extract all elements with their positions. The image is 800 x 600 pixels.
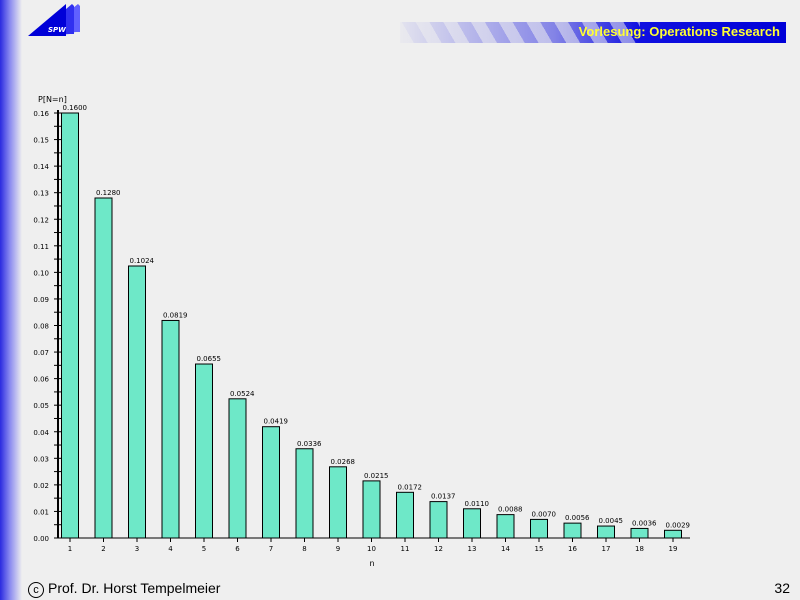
bar-value-label: 0.0045 <box>599 517 624 525</box>
bar-value-label: 0.0056 <box>565 514 590 522</box>
x-axis-label: n <box>369 559 374 568</box>
y-tick-label: 0.14 <box>33 163 49 171</box>
y-tick-label: 0.16 <box>33 110 49 118</box>
bar <box>61 112 79 539</box>
bar <box>463 508 481 539</box>
bar-value-label: 0.1600 <box>63 104 88 112</box>
bar-value-label: 0.0137 <box>431 493 456 501</box>
bar-value-label: 0.0029 <box>666 521 691 529</box>
x-tick-label: 15 <box>535 545 544 553</box>
bar-value-label: 0.0819 <box>163 311 188 319</box>
bar <box>228 398 247 539</box>
bar <box>630 527 649 539</box>
y-tick-label: 0.03 <box>33 455 49 463</box>
left-gradient-stripe <box>0 0 22 600</box>
bar <box>128 265 146 539</box>
x-tick-label: 14 <box>501 545 510 553</box>
bar-value-label: 0.0419 <box>264 418 289 426</box>
bar <box>295 448 314 539</box>
bar-value-label: 0.0070 <box>532 510 557 518</box>
y-tick-label: 0.04 <box>33 429 49 437</box>
y-tick-label: 0.07 <box>33 349 49 357</box>
x-tick-label: 9 <box>336 545 340 553</box>
page-number: 32 <box>774 580 790 596</box>
lecture-title: Vorlesung: Operations Research <box>578 24 780 39</box>
x-tick-label: 13 <box>468 545 477 553</box>
bar <box>262 426 280 539</box>
y-tick-label: 0.13 <box>33 190 49 198</box>
x-tick-label: 1 <box>68 545 72 553</box>
bar-value-label: 0.0110 <box>465 500 490 508</box>
x-tick-label: 12 <box>434 545 443 553</box>
spw-logo: SPW <box>28 4 80 36</box>
bar <box>362 480 381 539</box>
x-tick-label: 6 <box>235 545 240 553</box>
x-tick-label: 16 <box>568 545 577 553</box>
y-tick-label: 0.02 <box>33 482 49 490</box>
x-tick-label: 7 <box>269 545 273 553</box>
bar <box>429 501 448 539</box>
y-tick-label: 0.05 <box>33 402 49 410</box>
bar <box>597 525 615 539</box>
x-tick-label: 10 <box>367 545 376 553</box>
bar <box>94 197 113 539</box>
x-tick-label: 4 <box>168 545 173 553</box>
bar <box>161 319 180 539</box>
bar-value-label: 0.0036 <box>632 519 657 527</box>
bar-value-label: 0.0172 <box>398 483 423 491</box>
y-tick-label: 0.11 <box>33 243 49 251</box>
bar-value-label: 0.0655 <box>197 355 222 363</box>
y-tick-label: 0.01 <box>33 508 49 516</box>
x-tick-label: 11 <box>401 545 410 553</box>
footer-author: c Prof. Dr. Horst Tempelmeier <box>28 580 220 598</box>
x-tick-label: 17 <box>602 545 611 553</box>
y-axis-label: P[N=n] <box>38 95 67 104</box>
y-tick-label: 0.15 <box>33 137 49 145</box>
bar-value-label: 0.1024 <box>130 257 155 265</box>
bar-value-label: 0.0524 <box>230 390 255 398</box>
x-tick-label: 18 <box>635 545 644 553</box>
bar-value-label: 0.0088 <box>498 506 523 514</box>
bar <box>496 514 515 539</box>
y-tick-label: 0.00 <box>33 535 49 543</box>
bar <box>563 522 582 539</box>
bar <box>664 529 682 539</box>
x-tick-label: 19 <box>669 545 678 553</box>
bar <box>329 466 347 539</box>
logo-text: SPW <box>48 26 66 34</box>
x-tick-label: 8 <box>302 545 306 553</box>
bar-value-label: 0.0336 <box>297 440 322 448</box>
bar <box>195 363 213 539</box>
bar-value-label: 0.0215 <box>364 472 389 480</box>
bar <box>396 491 414 539</box>
x-tick-label: 2 <box>101 545 105 553</box>
x-tick-label: 3 <box>135 545 139 553</box>
bar-value-label: 0.1280 <box>96 189 121 197</box>
bar-value-label: 0.0268 <box>331 458 356 466</box>
y-tick-label: 0.08 <box>33 323 49 331</box>
y-tick-label: 0.06 <box>33 376 49 384</box>
y-tick-label: 0.10 <box>33 269 49 277</box>
y-tick-label: 0.09 <box>33 296 49 304</box>
x-tick-label: 5 <box>202 545 206 553</box>
copyright-icon: c <box>28 582 44 598</box>
bar <box>530 518 548 539</box>
banner-stripes <box>400 22 640 43</box>
y-tick-label: 0.12 <box>33 216 49 224</box>
author-name: Prof. Dr. Horst Tempelmeier <box>48 580 221 596</box>
